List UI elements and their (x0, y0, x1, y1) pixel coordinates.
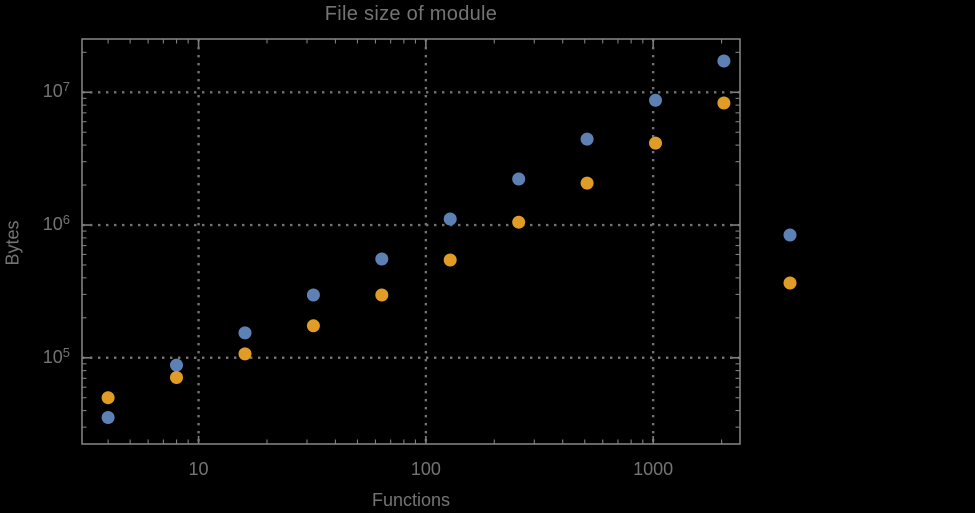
data-point-series-1-blue (512, 172, 526, 186)
x-tick-label-1000: 1000 (633, 459, 674, 479)
data-point-series-2-orange (443, 253, 457, 267)
data-point-series-2-orange (238, 347, 252, 361)
data-point-series-2-orange (717, 96, 731, 110)
y-tick-label-1e5: 105 (0, 344, 70, 370)
y-tick-base: 10 (42, 81, 63, 102)
plot-frame (81, 38, 741, 445)
x-axis-label: Functions (371, 490, 451, 510)
data-point-series-1-blue (306, 288, 320, 302)
data-point-series-2-orange (375, 288, 389, 302)
y-tick-base: 10 (42, 346, 63, 367)
data-point-series-2-orange (306, 319, 320, 333)
data-point-series-1-blue (443, 212, 457, 226)
data-point-series-1-blue (649, 93, 662, 107)
y-tick-exponent: 6 (62, 212, 70, 228)
data-point-series-1-blue (101, 411, 115, 424)
y-tick-base: 10 (42, 214, 63, 235)
data-point-series-2-orange (649, 136, 662, 150)
y-tick-label-1e7: 107 (0, 78, 70, 104)
legend-marker-series-2-orange (783, 276, 797, 290)
chart-title: File size of module (324, 3, 498, 25)
data-point-series-1-blue (170, 358, 183, 372)
x-tick-label-100: 100 (410, 459, 441, 479)
data-point-series-2-orange (101, 391, 115, 405)
x-tick-label-10: 10 (188, 459, 209, 479)
y-tick-exponent: 5 (62, 344, 70, 360)
data-point-series-1-blue (375, 252, 389, 266)
y-tick-exponent: 7 (62, 79, 70, 95)
data-point-series-2-orange (512, 215, 526, 229)
data-point-series-2-orange (170, 371, 183, 384)
data-point-series-1-blue (580, 132, 594, 146)
legend-marker-series-1-blue (783, 228, 797, 242)
data-point-series-2-orange (580, 176, 594, 190)
data-point-series-1-blue (717, 54, 731, 68)
data-point-series-1-blue (238, 326, 252, 340)
y-tick-label-1e6: 106 (0, 211, 70, 237)
